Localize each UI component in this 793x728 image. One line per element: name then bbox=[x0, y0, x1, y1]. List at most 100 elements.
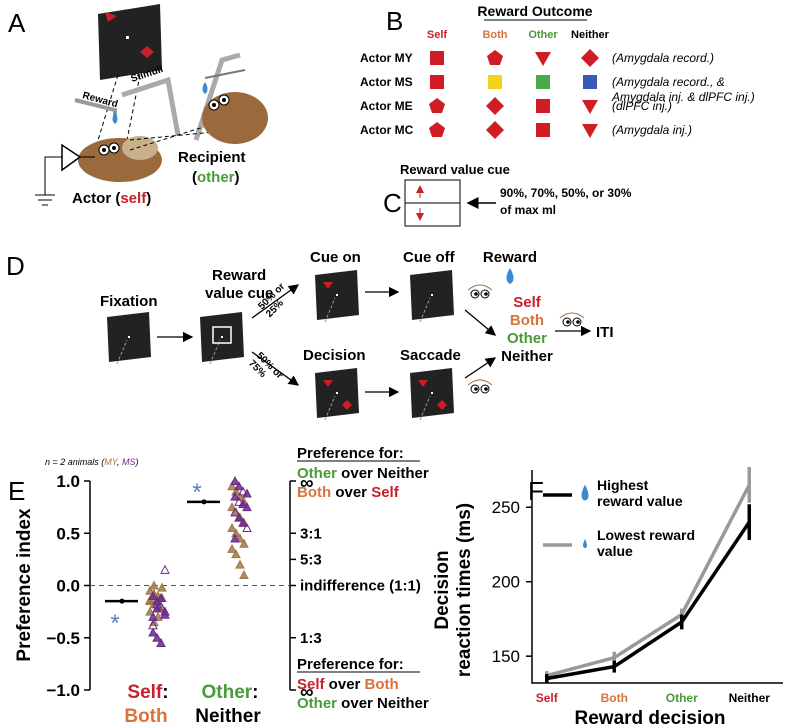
outcome-symbol bbox=[430, 75, 444, 89]
label-part: over bbox=[331, 484, 371, 501]
data-point bbox=[148, 590, 158, 600]
label: n = 2 animals (MY, MS) bbox=[45, 457, 138, 467]
outcome-symbol bbox=[486, 97, 504, 115]
stimulus bbox=[437, 400, 447, 410]
label-part: Both bbox=[365, 676, 399, 693]
data-point bbox=[227, 481, 237, 491]
outcome-symbol bbox=[536, 99, 550, 113]
label: Recipient bbox=[178, 149, 246, 166]
panel-c-art bbox=[404, 179, 496, 227]
data-point bbox=[230, 491, 240, 501]
mean-dot bbox=[119, 598, 125, 604]
stimulus bbox=[323, 380, 333, 387]
data-point bbox=[230, 507, 240, 517]
data-point bbox=[239, 538, 249, 548]
label: (dlPFC inj.) bbox=[612, 99, 672, 113]
data-point bbox=[152, 603, 162, 613]
label: (Amygdala inj.) bbox=[612, 123, 692, 137]
legend-entry: Lowest reward value bbox=[597, 527, 696, 559]
label: Both over Self bbox=[297, 484, 400, 501]
label-part: over bbox=[325, 676, 365, 693]
label: * bbox=[110, 610, 119, 637]
label: Self bbox=[427, 29, 448, 41]
label: ∞ bbox=[300, 682, 314, 703]
panel-a-art bbox=[35, 4, 268, 206]
label: Cue on bbox=[310, 249, 361, 266]
label: 0.5 bbox=[56, 524, 80, 543]
label: Reward bbox=[212, 267, 266, 284]
data-point bbox=[234, 481, 244, 491]
label: (Amygdala record.) bbox=[612, 51, 714, 65]
data-point bbox=[157, 582, 167, 592]
label: A bbox=[8, 8, 26, 38]
gaze bbox=[419, 297, 431, 323]
fixation-dot bbox=[431, 294, 433, 296]
label: Decision bbox=[303, 347, 366, 364]
label-part: ) bbox=[146, 190, 151, 207]
label: C bbox=[383, 188, 402, 218]
data-point bbox=[156, 592, 166, 603]
label-part: MY bbox=[104, 457, 118, 467]
label-part: Self bbox=[297, 676, 326, 693]
label-part: MS bbox=[122, 457, 136, 467]
data-point bbox=[156, 601, 166, 611]
label: indifference (1:1) bbox=[300, 578, 421, 595]
label: −1.0 bbox=[46, 681, 80, 700]
label: Actor MC bbox=[360, 123, 414, 137]
data-point bbox=[148, 627, 158, 637]
label-part: ) bbox=[235, 169, 240, 186]
outcome-symbol bbox=[583, 75, 597, 89]
label: Neither bbox=[195, 706, 261, 727]
label: 50% or75% bbox=[246, 350, 285, 389]
legend-drop bbox=[583, 539, 587, 549]
label: Preference for: bbox=[297, 445, 404, 462]
label-part: Self bbox=[127, 682, 163, 703]
label-part: Other bbox=[297, 695, 337, 712]
legend-entry: Highest reward value bbox=[597, 477, 683, 509]
gaze bbox=[419, 395, 431, 421]
outcome-symbol bbox=[486, 121, 504, 139]
data-point bbox=[160, 609, 170, 619]
label: 250 bbox=[492, 498, 520, 517]
fixation-dot bbox=[128, 336, 130, 338]
label-part: : bbox=[162, 682, 168, 703]
mean-dot bbox=[201, 499, 207, 505]
outcome-symbol bbox=[582, 124, 598, 138]
label-part: Other bbox=[297, 465, 337, 482]
label-part: Other bbox=[201, 682, 252, 703]
label: Actor MS bbox=[360, 75, 413, 89]
outcome-symbol bbox=[488, 75, 502, 89]
label: Neither bbox=[729, 691, 771, 705]
data-point bbox=[227, 543, 237, 553]
outcome-symbol bbox=[429, 98, 445, 113]
label: 1.0 bbox=[56, 472, 80, 491]
label: of max ml bbox=[500, 203, 556, 217]
gaze bbox=[324, 297, 336, 323]
label: Both bbox=[482, 29, 507, 41]
label: Preference for: bbox=[297, 656, 404, 673]
outcome-symbol bbox=[581, 49, 599, 67]
gaze bbox=[209, 339, 221, 365]
stimulus bbox=[342, 400, 352, 410]
legend-label: Highest reward value bbox=[597, 477, 683, 509]
label: Amygdala inj. & dlPFC inj.) bbox=[611, 90, 755, 104]
label: Other over Neither bbox=[297, 695, 429, 712]
legend-label: Lowest reward value bbox=[597, 527, 696, 559]
label: Self over Both bbox=[297, 676, 399, 693]
cue bbox=[212, 326, 232, 344]
outcome-symbol bbox=[535, 52, 551, 66]
data-point bbox=[242, 502, 252, 512]
label-part: self bbox=[120, 190, 147, 207]
fixation-dot bbox=[431, 392, 433, 394]
label: * bbox=[192, 479, 201, 506]
data-point bbox=[239, 569, 249, 580]
label-part: Neither bbox=[377, 695, 429, 712]
stimulus bbox=[418, 380, 428, 387]
data-point bbox=[230, 475, 240, 485]
label-part: over bbox=[337, 465, 377, 482]
label: Other over Neither bbox=[297, 465, 429, 482]
label-part: ) bbox=[134, 457, 138, 467]
label: 1:3 bbox=[300, 630, 322, 647]
label-part: Neither bbox=[377, 465, 429, 482]
